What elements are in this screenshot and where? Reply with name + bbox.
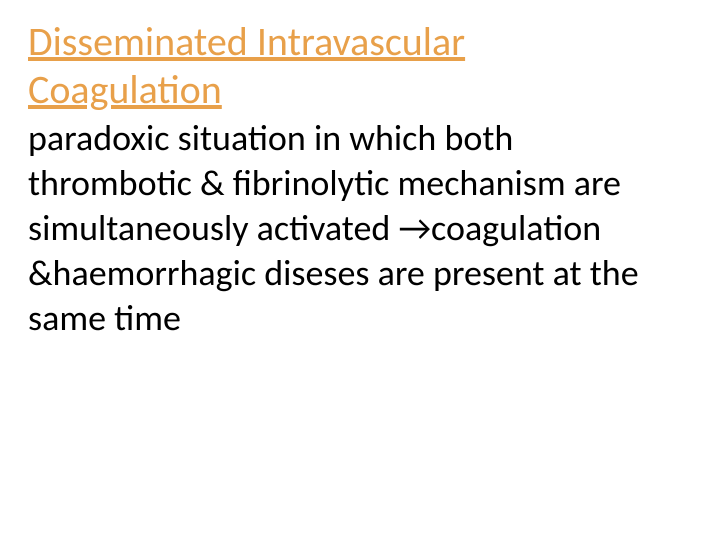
slide: Disseminated Intravascular Coagulation p… (0, 0, 720, 540)
slide-body-text: paradoxic situation in which both thromb… (28, 116, 668, 341)
slide-title: Disseminated Intravascular Coagulation (28, 18, 692, 114)
title-line-2: Coagulation (28, 65, 222, 114)
title-line-1: Disseminated Intravascular (28, 17, 465, 66)
